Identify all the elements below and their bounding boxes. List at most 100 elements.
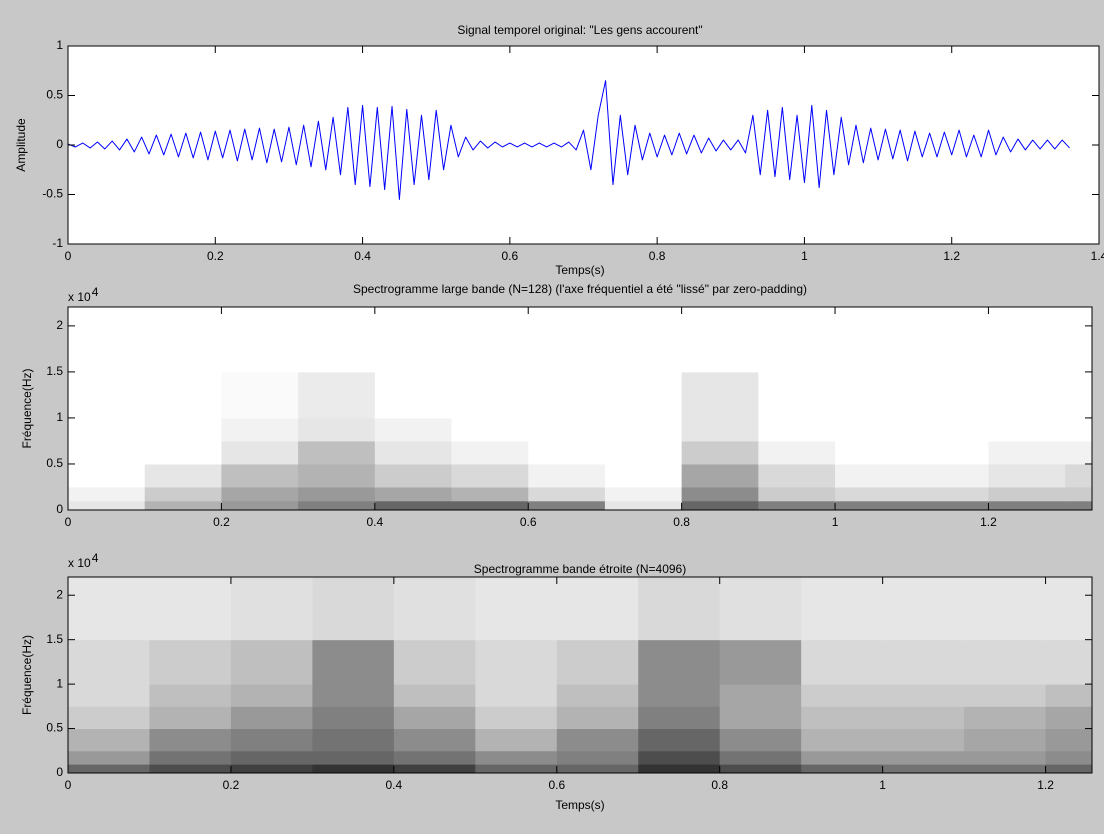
x-tick-label: 1 [801,249,808,263]
y-tick-label: 2 [56,318,63,332]
spectrogram-cell [758,307,836,373]
spectrogram-cell [801,764,884,773]
spectrogram-cell [1065,307,1092,373]
spectrogram-cell [801,684,884,707]
y-tick-label: 0.5 [46,88,63,102]
spectrogram-cell [221,463,299,488]
spectrogram-cell [1045,684,1092,707]
spectrogram-cell [393,706,476,730]
spectrogram-cell [835,307,913,373]
spectrogram-cell [988,500,1066,510]
spectrogram-cell [144,417,222,442]
spectrogram-cell [1065,371,1092,419]
spectrogram-cell [801,639,884,685]
spectrogram-cell [638,764,721,773]
spectrogram-cell [1045,750,1092,765]
spectrogram-cell [393,750,476,765]
y-tick-label: 0 [56,502,63,516]
spectrogram-cell [556,750,639,765]
spectrogram-cell [298,463,376,488]
spectrogram-cell [149,639,232,685]
spectrogram-cell [882,750,965,765]
spectrogram-cell [835,463,913,488]
spectrogram-cell [312,728,395,752]
spectrogram-cell [451,371,529,419]
x-tick-label: 1.2 [980,515,997,529]
spectrogram-cell [604,463,683,488]
spectrogram-cell [298,307,376,373]
y-tick-label: 1 [56,38,63,52]
axes-background [68,46,1099,244]
axes-title: Spectrogramme bande étroite (N=4096) [474,562,686,576]
signal-line [68,80,1070,200]
spectrogram-cell [68,307,146,373]
spectrogram-cell [638,728,721,752]
spectrogram-cell [882,728,965,752]
spectrogram-cell [719,684,802,707]
spectrogram-cell [1065,486,1092,502]
y-tick-label: 1 [56,410,63,424]
x-tick-label: 0.2 [207,249,224,263]
spectrogram-cell [911,307,989,373]
spectrogram-cell [68,728,150,752]
spectrogram-cell [681,486,759,502]
x-tick-label: 0.4 [354,249,371,263]
spectrogram-cell [528,463,606,488]
y-axis-label: Amplitude [14,118,28,172]
spectrogram-cell [230,577,313,641]
spectrogram-cell [68,684,150,707]
spectrogram-cell [964,684,1047,707]
spectrogram-cell [528,500,606,510]
axes-frame [67,306,1093,511]
spectrogram-cell [835,500,913,510]
spectrogram-cell [144,486,222,502]
spectrogram-cell [451,500,529,510]
spectrogram-cell [964,764,1047,773]
y-tick-label: -1 [52,236,63,250]
spectrogram-cell [68,463,146,488]
y-tick-label: 0 [56,137,63,151]
spectrogram-cell [681,371,759,419]
spectrogram-cell [374,307,453,373]
spectrogram-cell [911,486,989,502]
spectrogram-cell [230,728,313,752]
plot-area [68,307,1092,510]
spectrogram-cell [221,307,299,373]
spectrogram-cell [149,750,232,765]
spectrogram-cell [604,486,683,502]
spectrogram-cell [758,440,836,465]
spectrogram-cell [393,639,476,685]
spectrogram-cell [556,706,639,730]
spectrogram-cell [393,684,476,707]
spectrogram-cell [604,500,683,510]
x-tick-label: 1 [832,515,839,529]
spectrogram-cell [312,639,395,685]
spectrogram-cell [221,417,299,442]
spectrogram-cell [149,706,232,730]
spectrogram-cell [528,307,606,373]
spectrogram-cell [911,417,989,442]
spectrogram-cell [1045,728,1092,752]
spectrogram-cell [475,684,558,707]
spectrogram-cell [758,417,836,442]
y-multiplier-exponent: 4 [92,285,99,299]
x-tick-label: 0.8 [711,778,728,792]
spectrogram-cell [964,750,1047,765]
x-tick-label: 0 [65,515,72,529]
spectrogram-cell [801,728,884,752]
x-tick-label: 0.2 [213,515,230,529]
spectrogram-cell [68,371,146,419]
spectrogram-cell [393,764,476,773]
spectrogram-cell [911,500,989,510]
axes-frame [67,576,1093,774]
spectrogram-cell [451,463,529,488]
spectrogram-cell [298,371,376,419]
spectrogram-cell [719,639,802,685]
x-axis-label: Temps(s) [555,263,604,277]
spectrogram-cell [835,417,913,442]
spectrogram-cell [144,307,222,373]
spectrogram-cell [230,764,313,773]
y-axis-label: Fréquence(Hz) [20,635,34,715]
spectrogram-cell [719,728,802,752]
spectrogram-cell [801,750,884,765]
